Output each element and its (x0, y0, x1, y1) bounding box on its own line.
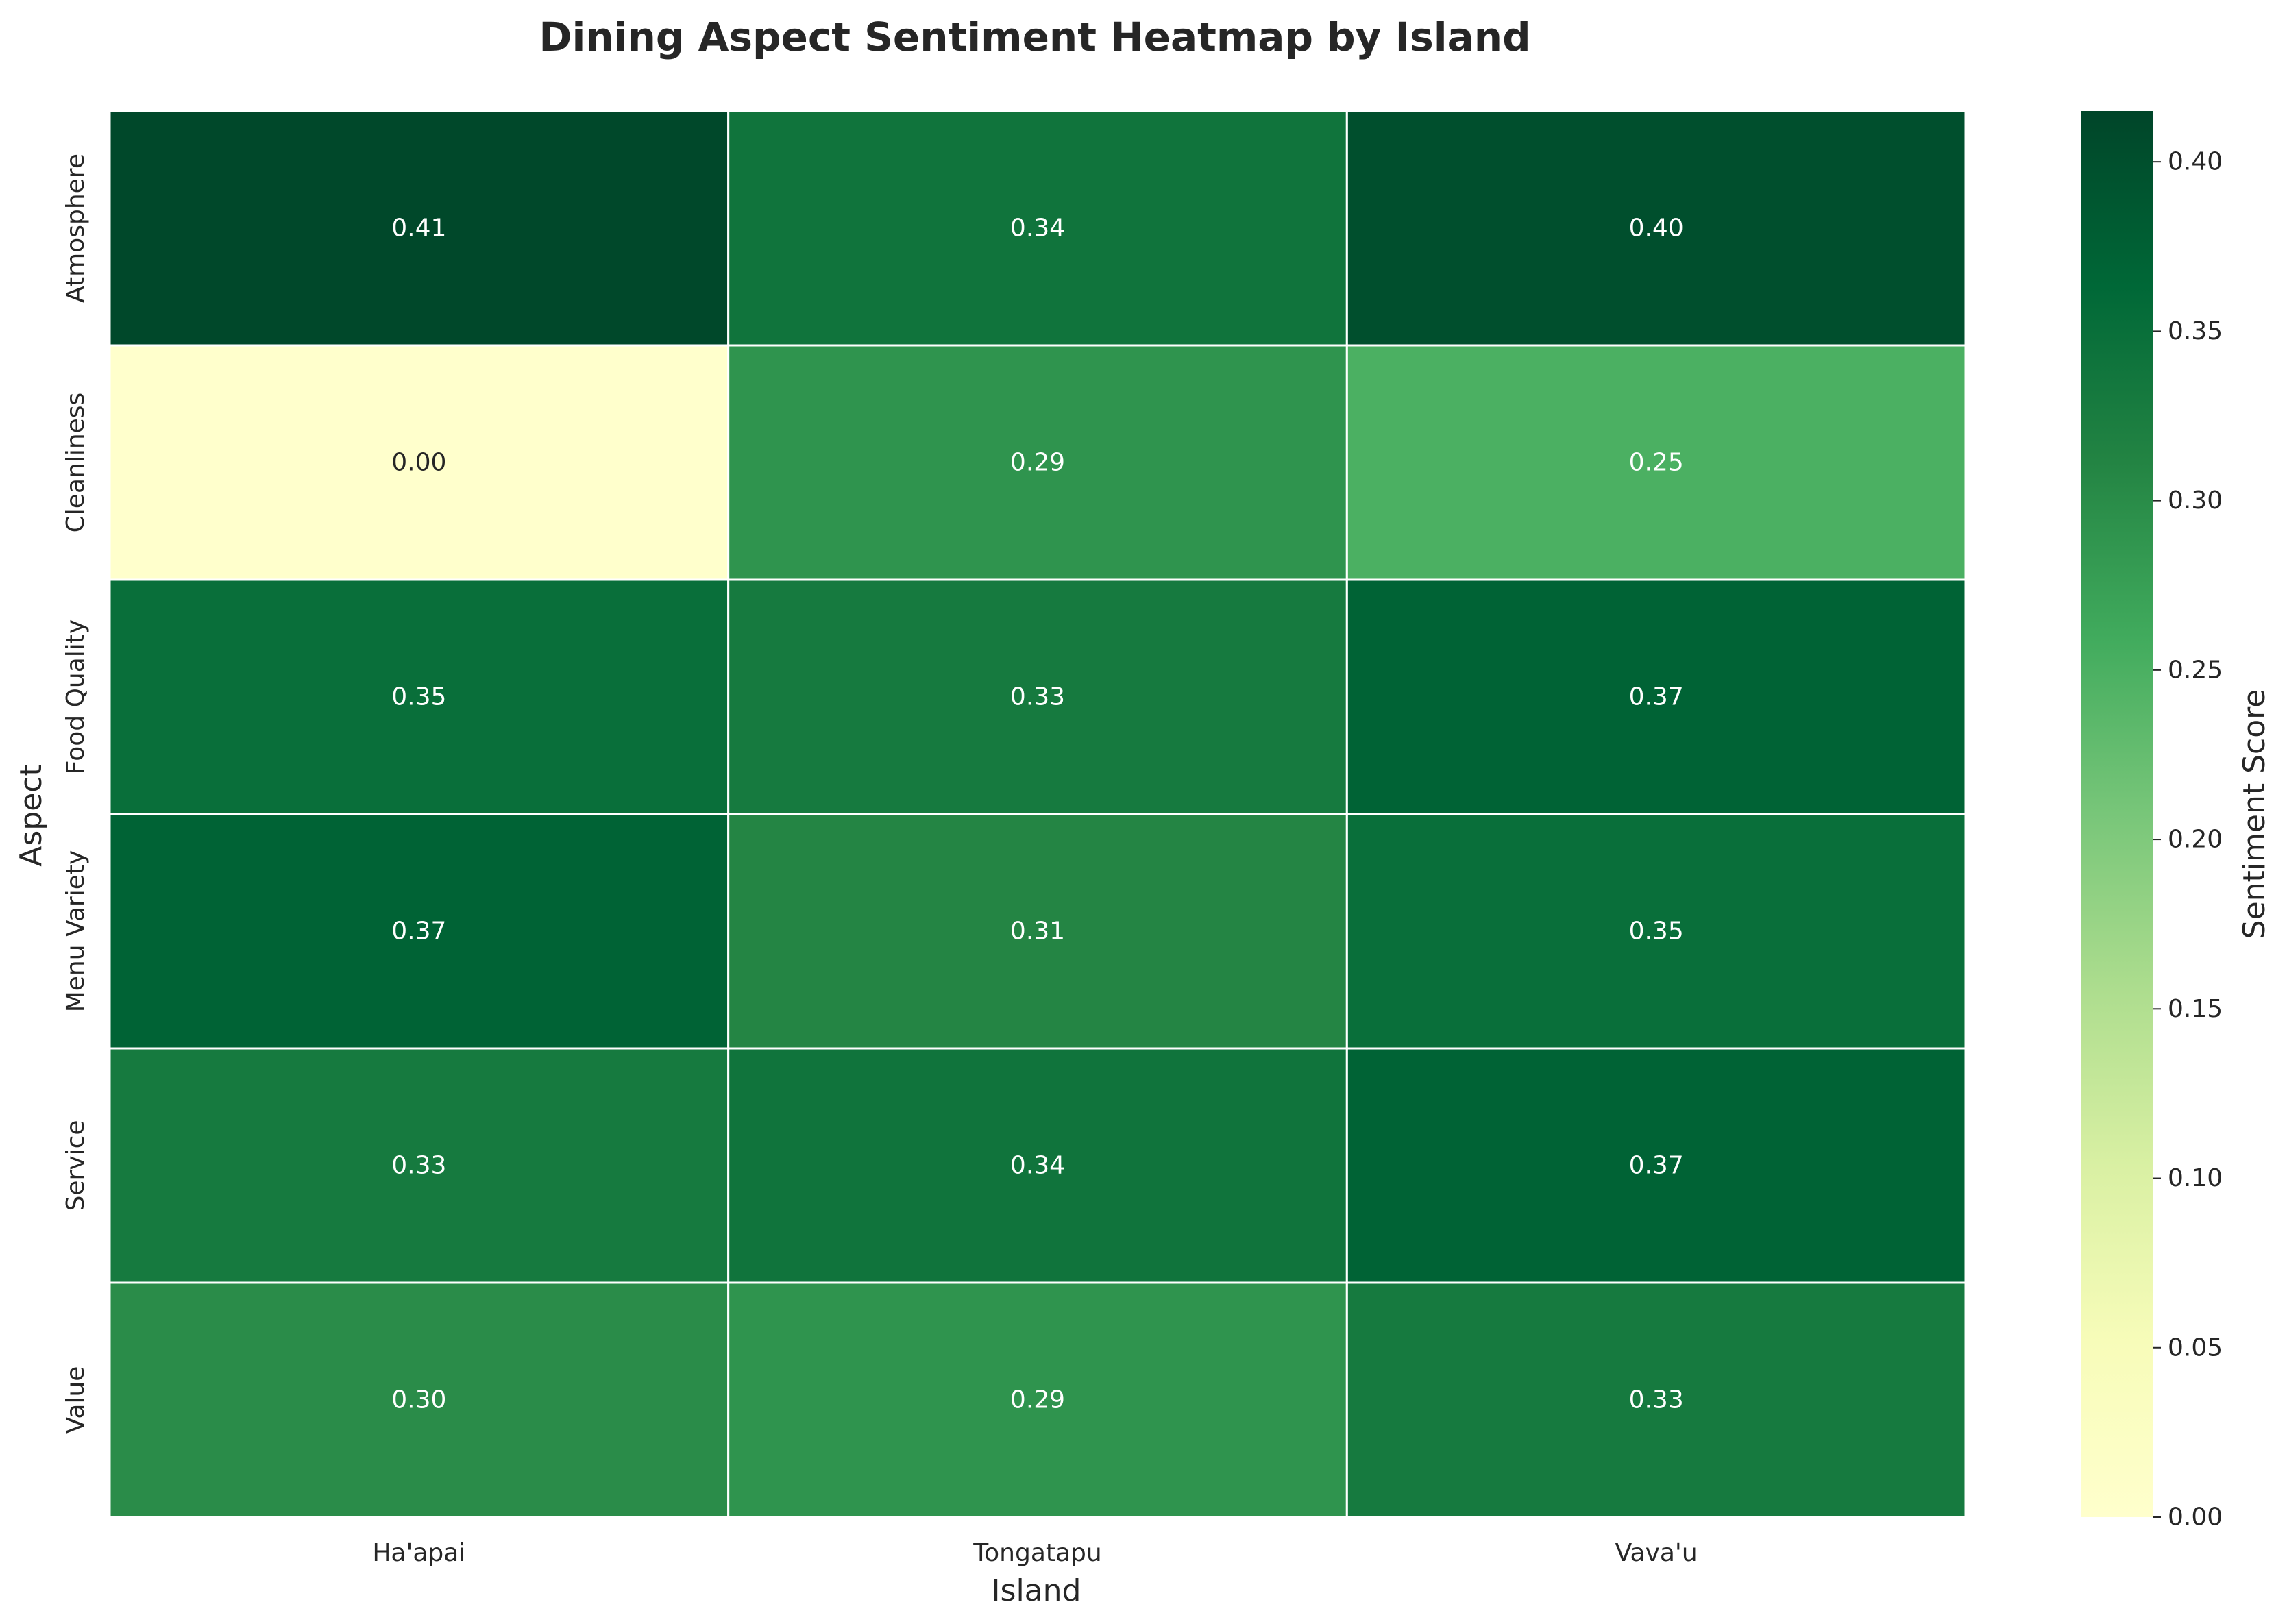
cell-value-label: 0.35 (1629, 918, 1684, 946)
heatmap-cell (1345, 110, 1967, 347)
colorbar-tick-label: 0.05 (2168, 1333, 2223, 1362)
cell-value-label: 0.41 (391, 214, 446, 243)
colorbar-tick-label: 0.25 (2168, 656, 2223, 684)
cell-value-label: 0.37 (1629, 1152, 1684, 1180)
y-tick-label: Menu Variety (62, 850, 90, 1013)
y-tick-label: Atmosphere (62, 153, 90, 303)
cell-value-label: 0.34 (1010, 214, 1065, 243)
colorbar-tick-label: 0.30 (2168, 487, 2223, 515)
heatmap-cells (108, 110, 1967, 1518)
cell-value-label: 0.33 (391, 1152, 446, 1180)
heatmap-cell (108, 110, 730, 347)
cell-value-label: 0.25 (1629, 449, 1684, 477)
y-axis-label: Aspect (14, 764, 49, 866)
x-tick-label: Tongatapu (973, 1539, 1101, 1567)
cell-value-label: 0.37 (391, 918, 446, 946)
heatmap-cell (108, 1047, 730, 1284)
cell-value-label: 0.29 (1010, 449, 1065, 477)
x-tick-label: Ha'apai (372, 1539, 465, 1567)
y-tick-label: Cleanliness (62, 393, 90, 533)
cell-value-label: 0.35 (391, 683, 446, 711)
y-tick-label: Service (62, 1120, 90, 1211)
cell-value-label: 0.34 (1010, 1152, 1065, 1180)
colorbar-tick-label: 0.10 (2168, 1164, 2223, 1192)
heatmap-cell (108, 578, 730, 815)
colorbar-tick-label: 0.15 (2168, 995, 2223, 1023)
heatmap-cell (727, 1281, 1348, 1518)
colorbar (2081, 111, 2153, 1517)
cell-value-label: 0.37 (1629, 683, 1684, 711)
cell-value-label: 0.30 (391, 1386, 446, 1414)
heatmap-cell (727, 110, 1348, 347)
cell-value-label: 0.31 (1010, 918, 1065, 946)
heatmap-cell (1345, 1047, 1967, 1284)
heatmap-cell-labels: 0.41 0.34 0.40 0.00 0.29 0.25 0.35 0.33 0.37 0.37… (391, 214, 1683, 1414)
cell-value-label: 0.33 (1629, 1386, 1684, 1414)
colorbar-label: Sentiment Score (2237, 689, 2272, 939)
colorbar-tick-label: 0.35 (2168, 317, 2223, 345)
heatmap-cell (1345, 1281, 1967, 1518)
cell-value-label: 0.00 (391, 449, 446, 477)
heatmap-cell (108, 344, 730, 581)
cell-value-label: 0.40 (1629, 214, 1684, 243)
colorbar-tick-label: 0.00 (2168, 1503, 2223, 1531)
cell-value-label: 0.33 (1010, 683, 1065, 711)
heatmap-cell (727, 578, 1348, 815)
colorbar-tick-label: 0.40 (2168, 148, 2223, 176)
heatmap-cell (108, 813, 730, 1050)
x-axis-ticks: Ha'apai Tongatapu Vava'u (372, 1539, 1697, 1567)
heatmap-cell (727, 344, 1348, 581)
heatmap-cell (108, 1281, 730, 1518)
x-tick-label: Vava'u (1615, 1539, 1698, 1567)
y-tick-label: Food Quality (62, 619, 90, 774)
colorbar-ticks: 0.00 0.05 0.10 0.15 0.20 0.25 0.30 0.35 0.40 (2153, 148, 2223, 1531)
heatmap-cell (1345, 344, 1967, 581)
heatmap-cell (1345, 813, 1967, 1050)
y-axis-ticks: Atmosphere Cleanliness Food Quality Menu Va… (62, 153, 90, 1434)
cell-value-label: 0.29 (1010, 1386, 1065, 1414)
colorbar-tick-label: 0.20 (2168, 826, 2223, 854)
x-axis-label: Island (992, 1573, 1081, 1608)
y-tick-label: Value (62, 1366, 90, 1434)
chart-title: Dining Aspect Sentiment Heatmap by Islan… (539, 14, 1530, 60)
heatmap-cell (727, 1047, 1348, 1284)
